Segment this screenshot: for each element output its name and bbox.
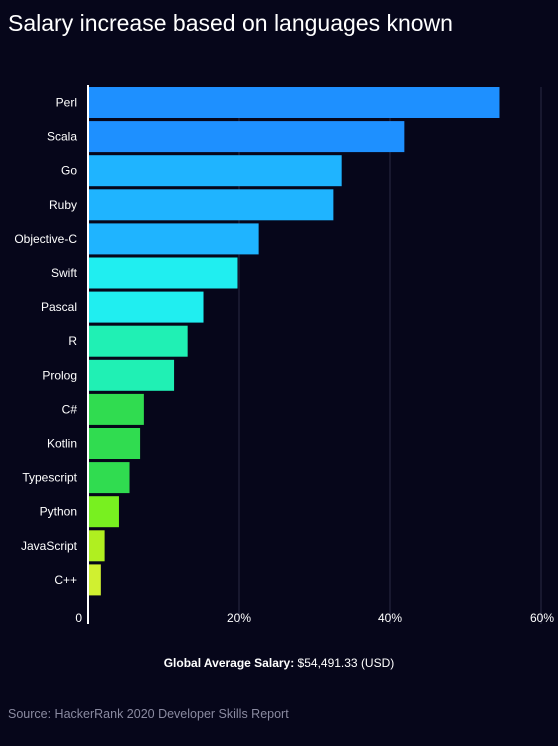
x-tick-label-60: 60% <box>530 611 554 625</box>
category-label-swift: Swift <box>51 266 78 280</box>
x-tick-labels: 0 20% 40% 60% <box>75 611 554 625</box>
category-label-c-: C++ <box>54 573 77 587</box>
bar-scala <box>88 121 405 153</box>
category-label-go: Go <box>61 164 77 178</box>
bar-r <box>88 325 188 357</box>
bar-swift <box>88 257 238 289</box>
bar-pascal <box>88 291 204 323</box>
category-label-javascript: JavaScript <box>21 539 78 553</box>
category-labels: Perl Scala Go Ruby Objective-C Swift Pascal R Pr… <box>14 96 77 587</box>
global-average-label: Global Average Salary: <box>163 656 295 670</box>
bar-kotlin <box>88 428 141 459</box>
bars <box>88 87 500 596</box>
bar-c- <box>88 564 101 596</box>
category-label-kotlin: Kotlin <box>47 437 77 451</box>
bar-typescript <box>88 462 130 494</box>
category-label-prolog: Prolog <box>42 368 77 382</box>
global-average-salary: Global Average Salary: $54,491.33 (USD) <box>0 656 558 670</box>
category-label-pascal: Pascal <box>41 300 77 314</box>
x-tick-label-0: 0 <box>75 611 82 625</box>
category-label-scala: Scala <box>47 130 77 144</box>
bar-perl <box>88 87 500 118</box>
category-label-perl: Perl <box>56 96 77 110</box>
chart-title: Salary increase based on languages known <box>8 10 453 36</box>
x-tick-label-20: 20% <box>227 611 251 625</box>
bar-ruby <box>88 189 334 221</box>
bar-objective-c <box>88 223 259 255</box>
source-note: Source: HackerRank 2020 Developer Skills… <box>8 707 289 721</box>
category-label-objective-c: Objective-C <box>14 232 77 246</box>
bar-prolog <box>88 359 175 391</box>
x-tick-label-40: 40% <box>378 611 402 625</box>
bar-c- <box>88 393 144 425</box>
category-label-python: Python <box>40 505 77 519</box>
category-label-r: R <box>68 334 77 348</box>
category-label-ruby: Ruby <box>49 198 77 212</box>
global-average-value: $54,491.33 (USD) <box>297 656 395 670</box>
category-label-c-: C# <box>62 402 78 416</box>
bar-javascript <box>88 530 105 562</box>
bar-python <box>88 496 119 528</box>
bar-go <box>88 155 342 187</box>
bar-chart: Perl Scala Go Ruby Objective-C Swift Pascal R Pr… <box>14 85 554 625</box>
category-label-typescript: Typescript <box>22 471 77 485</box>
